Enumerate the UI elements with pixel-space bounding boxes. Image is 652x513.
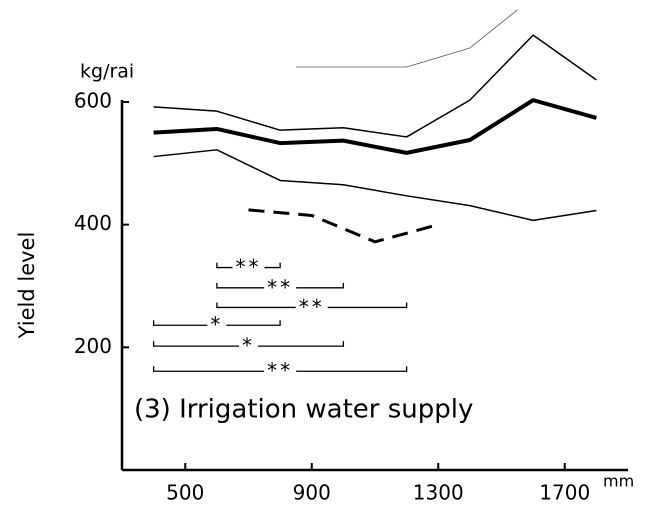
bracket-label-bg [207, 323, 227, 328]
bracket-label: ** [267, 359, 293, 383]
x-tick-label: 1700 [539, 481, 590, 505]
bracket-label-bg [264, 285, 297, 290]
bracket-label: ** [236, 255, 262, 279]
x-tick-label: 900 [293, 481, 331, 505]
y-axis-label: Yield level [15, 232, 39, 340]
x-tick-label: 500 [166, 481, 204, 505]
annotation: (3) Irrigation water supply [134, 395, 473, 425]
y-tick-label: 600 [74, 88, 112, 112]
bracket-label-bg [239, 344, 258, 349]
series-line [248, 208, 439, 244]
series-line [153, 98, 597, 155]
bracket-label: * [242, 334, 255, 358]
bracket-label: * [210, 313, 223, 337]
series-line [295, 9, 518, 68]
series-line [153, 149, 597, 222]
x-tick-label: 1300 [413, 481, 464, 505]
bracket-label-bg [295, 305, 328, 310]
y-tick-label: 400 [74, 211, 112, 235]
y-unit: kg/rai [80, 61, 134, 83]
bracket-label-bg [264, 369, 297, 374]
series-line [153, 34, 597, 138]
bracket-label: ** [299, 295, 325, 319]
x-unit: mm [603, 472, 634, 491]
bracket-label: ** [267, 275, 293, 299]
y-tick-label: 200 [74, 334, 112, 358]
bracket-label-bg [232, 265, 265, 270]
